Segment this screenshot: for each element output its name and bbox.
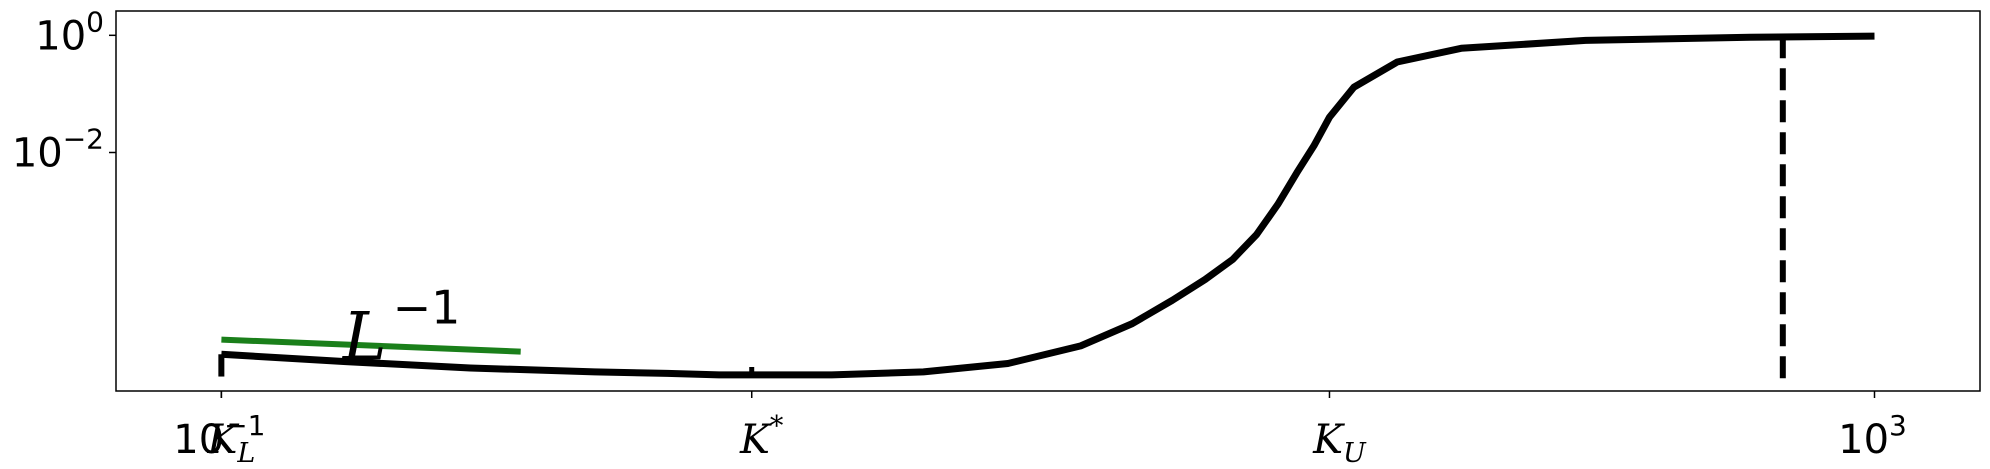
k-tick-label-1: K*	[739, 411, 784, 463]
y-tick-exp: 0	[86, 5, 104, 38]
annotation-sup: −1	[393, 281, 461, 335]
x-tick-exp: 3	[1889, 409, 1907, 442]
plot-frame	[115, 10, 1981, 392]
x-tick-label-0: 10−1	[173, 409, 265, 463]
y-tick-exp: −2	[63, 122, 104, 155]
k-tick-sub: U	[1343, 438, 1367, 469]
x-tick-exp: −1	[224, 409, 265, 442]
x-tick-base: 10	[173, 417, 224, 463]
y-tick-label-1: 10−2	[12, 122, 104, 176]
series-line-main	[221, 32, 1875, 379]
k-tick-sub: L	[236, 438, 255, 469]
annotation-main: L	[342, 299, 387, 376]
k-tick-main: K	[206, 417, 239, 463]
k-tick-label-0: KL	[206, 417, 255, 469]
k-tick-sup: *	[770, 411, 784, 442]
x-tick-base: 10	[1838, 417, 1889, 463]
k-tick-main: K	[739, 417, 772, 463]
slope-annotation-0: L −1	[342, 281, 461, 376]
y-tick-base: 10	[35, 13, 86, 59]
x-tick-label-1: 103	[1838, 409, 1907, 463]
k-tick-label-2: KU	[1312, 417, 1367, 469]
series-line-slope	[221, 336, 521, 355]
k-tick-main: K	[1312, 417, 1345, 463]
chart-marks: L −1	[218, 32, 1875, 379]
y-tick-label-0: 100	[35, 5, 104, 59]
y-tick-base: 10	[12, 130, 63, 176]
